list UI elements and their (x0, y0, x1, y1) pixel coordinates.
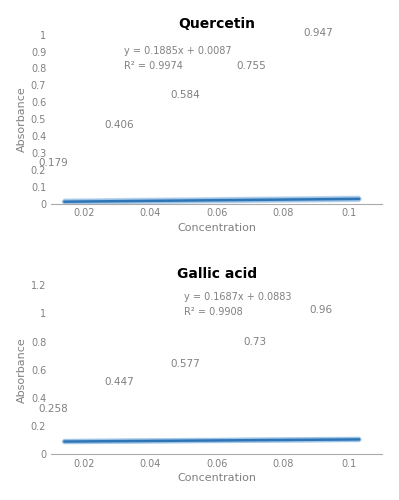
Text: 0.947: 0.947 (303, 28, 333, 38)
Title: Quercetin: Quercetin (178, 16, 255, 30)
X-axis label: Concentration: Concentration (177, 222, 256, 232)
Title: Gallic acid: Gallic acid (177, 268, 257, 281)
Text: 0.584: 0.584 (170, 90, 200, 100)
Text: 0.73: 0.73 (243, 338, 267, 347)
Text: y = 0.1885x + 0.0087
R² = 0.9974: y = 0.1885x + 0.0087 R² = 0.9974 (124, 46, 231, 71)
X-axis label: Concentration: Concentration (177, 474, 256, 484)
Y-axis label: Absorbance: Absorbance (17, 86, 27, 152)
Text: 0.447: 0.447 (104, 377, 134, 387)
Text: 0.179: 0.179 (38, 158, 68, 168)
Text: y = 0.1687x + 0.0883
R² = 0.9908: y = 0.1687x + 0.0883 R² = 0.9908 (184, 292, 291, 317)
Text: 0.406: 0.406 (104, 120, 134, 130)
Y-axis label: Absorbance: Absorbance (17, 337, 27, 402)
Text: 0.577: 0.577 (170, 359, 200, 369)
Text: 0.96: 0.96 (310, 305, 333, 315)
Text: 0.258: 0.258 (38, 404, 68, 413)
Text: 0.755: 0.755 (237, 61, 267, 71)
